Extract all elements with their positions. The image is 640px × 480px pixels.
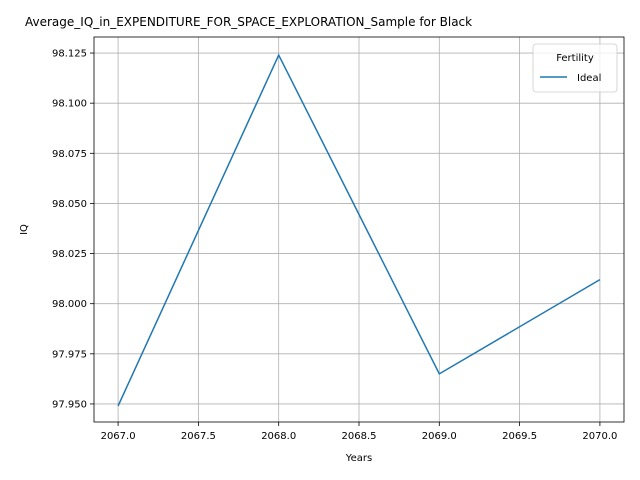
y-tick-label: 98.075 xyxy=(52,149,87,160)
y-tick-label: 97.975 xyxy=(52,349,87,360)
series-line-ideal xyxy=(117,53,601,407)
y-axis-label: IQ xyxy=(19,224,30,235)
legend-title: Fertility xyxy=(556,53,594,64)
series-layer xyxy=(117,53,601,407)
x-tick-label: 2068.0 xyxy=(261,431,296,442)
y-tick-label: 98.100 xyxy=(52,99,87,110)
y-tick-label: 98.125 xyxy=(52,49,87,60)
y-axis: 97.950 97.975 98.000 98.025 98.050 98.075 98.1… xyxy=(52,49,94,410)
x-tick-label: 2070.0 xyxy=(582,431,617,442)
x-axis: 2067.0 2067.5 2068.0 2068.5 2069.0 2069.5 2070… xyxy=(101,422,617,442)
grid-lines xyxy=(94,37,624,422)
x-tick-label: 2069.5 xyxy=(502,431,537,442)
legend-label-ideal: Ideal xyxy=(577,73,601,84)
y-tick-label: 98.000 xyxy=(52,299,87,310)
y-tick-label: 98.050 xyxy=(52,199,87,210)
chart-title: Average_IQ_in_EXPENDITURE_FOR_SPACE_EXPL… xyxy=(25,15,472,29)
x-tick-label: 2067.0 xyxy=(101,431,136,442)
x-tick-label: 2068.5 xyxy=(342,431,377,442)
y-tick-label: 98.025 xyxy=(52,249,87,260)
x-axis-label: Years xyxy=(345,453,372,464)
x-tick-label: 2069.0 xyxy=(422,431,457,442)
x-tick-label: 2067.5 xyxy=(181,431,216,442)
legend: Fertility Ideal xyxy=(532,43,618,93)
y-tick-label: 97.950 xyxy=(52,399,87,410)
legend-box xyxy=(532,43,618,93)
